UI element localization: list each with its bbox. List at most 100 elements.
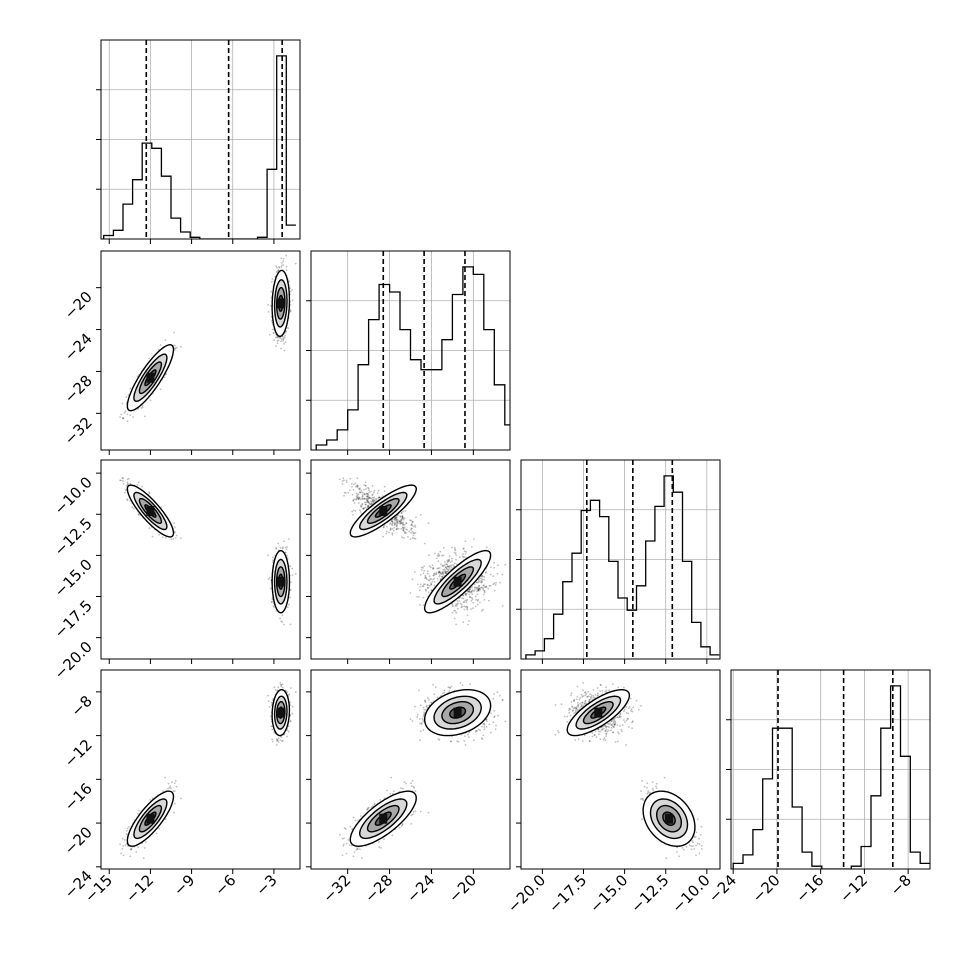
sample-point — [467, 624, 469, 626]
sample-point — [472, 598, 474, 600]
sample-point — [277, 543, 279, 545]
sample-point — [463, 609, 465, 611]
sample-point — [448, 560, 450, 562]
sample-point — [271, 601, 273, 603]
sample-point — [462, 548, 464, 550]
sample-point — [122, 845, 124, 847]
scatter-panel-3-0: −15−12−9−6−3−24−20−16−12−8 — [61, 670, 300, 906]
sample-point — [462, 621, 464, 623]
density-peak — [146, 373, 154, 383]
sample-point — [420, 584, 422, 586]
sample-point — [365, 485, 367, 487]
sample-point — [495, 584, 497, 586]
sample-point — [389, 523, 391, 525]
sample-point — [433, 575, 435, 577]
sample-point — [290, 310, 292, 312]
y-tick-label: −28 — [61, 372, 96, 407]
sample-point — [282, 260, 284, 262]
density-peak — [277, 298, 285, 308]
sample-point — [120, 480, 122, 482]
sample-point — [477, 600, 479, 602]
sample-point — [436, 557, 438, 559]
sample-point — [459, 556, 461, 558]
sample-point — [283, 338, 285, 340]
sample-point — [444, 561, 446, 563]
sample-point — [366, 495, 368, 497]
sample-point — [268, 311, 270, 313]
sample-point — [130, 483, 132, 485]
sample-point — [291, 568, 293, 570]
sample-point — [454, 552, 456, 554]
sample-point — [443, 547, 445, 549]
sample-point — [445, 571, 447, 573]
sample-point — [437, 578, 439, 580]
sample-point — [173, 812, 175, 814]
sample-point — [343, 479, 345, 481]
sample-point — [346, 480, 348, 482]
sample-point — [362, 494, 364, 496]
sample-point — [365, 488, 367, 490]
sample-point — [176, 535, 178, 537]
sample-point — [133, 508, 135, 510]
sample-point — [368, 491, 370, 493]
sample-point — [419, 589, 421, 591]
sample-point — [131, 506, 133, 508]
sample-point — [369, 497, 371, 499]
sample-point — [358, 502, 360, 504]
sample-point — [267, 554, 269, 556]
sample-point — [383, 526, 385, 528]
sample-point — [402, 523, 404, 525]
sample-point — [345, 492, 347, 494]
sample-point — [448, 567, 450, 569]
sample-point — [156, 833, 158, 835]
sample-point — [273, 339, 275, 341]
sample-point — [440, 563, 442, 565]
sample-point — [175, 780, 177, 782]
histogram-steps — [526, 476, 719, 659]
sample-point — [454, 547, 456, 549]
sample-point — [483, 576, 485, 578]
sample-point — [415, 538, 417, 540]
sample-point — [282, 546, 284, 548]
sample-point — [287, 327, 289, 329]
sample-point — [482, 576, 484, 578]
sample-point — [479, 588, 481, 590]
sample-point — [284, 350, 286, 352]
y-tick-label: −32 — [61, 413, 96, 448]
sample-point — [130, 388, 132, 390]
sample-point — [180, 537, 182, 539]
sample-point — [355, 499, 357, 501]
sample-point — [464, 556, 466, 558]
sample-point — [122, 480, 124, 482]
sample-point — [479, 602, 481, 604]
sample-point — [410, 538, 412, 540]
y-tick-label: −20.0 — [51, 638, 96, 683]
sample-point — [119, 843, 121, 845]
sample-point — [280, 257, 282, 259]
sample-point — [137, 846, 139, 848]
sample-point — [152, 536, 154, 538]
sample-point — [438, 554, 440, 556]
sample-point — [477, 593, 479, 595]
sample-point — [149, 527, 151, 529]
sample-point — [423, 604, 425, 606]
sample-point — [143, 857, 145, 859]
sample-point — [357, 485, 359, 487]
sample-point — [365, 507, 367, 509]
y-tick-label: −20 — [61, 288, 96, 323]
sample-point — [401, 536, 403, 538]
sample-point — [455, 603, 457, 605]
sample-point — [278, 339, 280, 341]
sample-point — [343, 495, 345, 497]
sample-point — [351, 486, 353, 488]
sample-point — [127, 414, 129, 416]
sample-point — [281, 621, 283, 623]
sample-point — [372, 485, 374, 487]
sample-point — [470, 608, 472, 610]
sample-point — [421, 567, 423, 569]
sample-point — [392, 534, 394, 536]
sample-point — [394, 517, 396, 519]
sample-point — [349, 490, 351, 492]
sample-point — [461, 607, 463, 609]
